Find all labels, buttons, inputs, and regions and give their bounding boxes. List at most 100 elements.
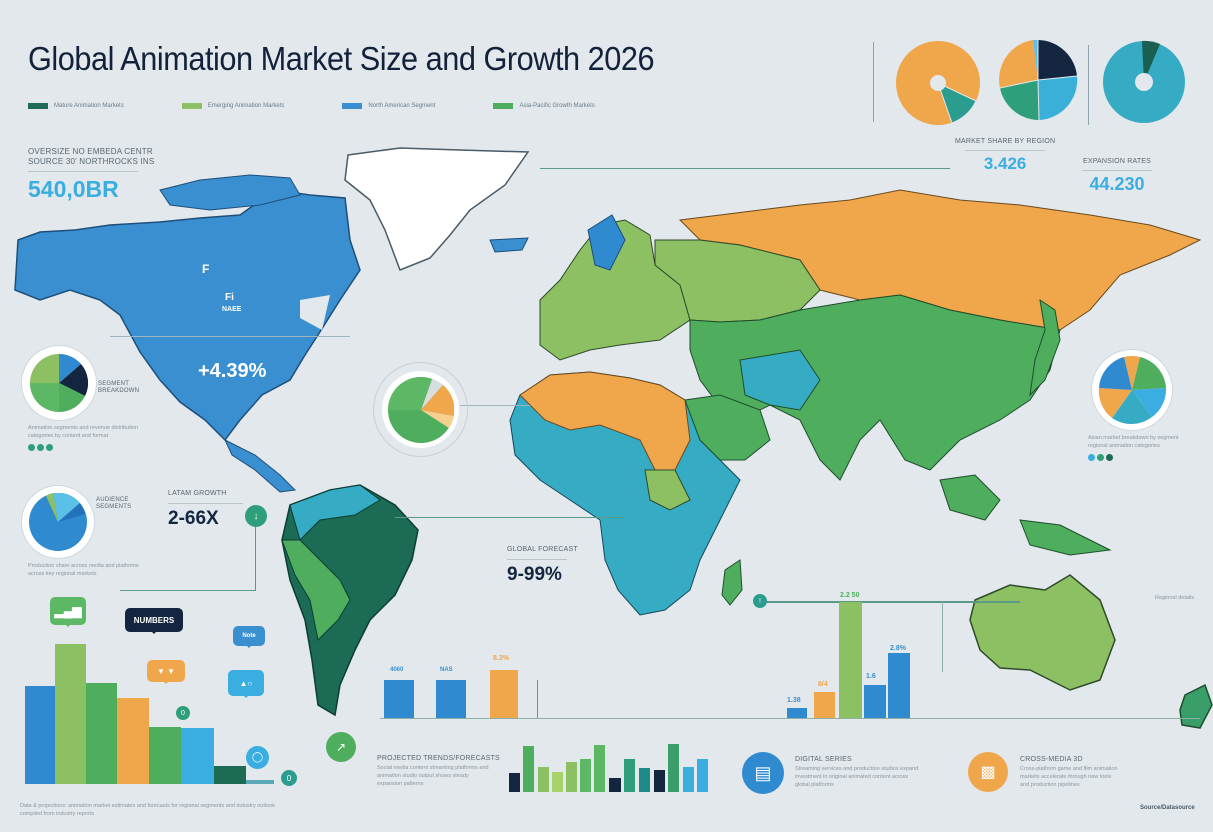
pie2-description: Production share across media and platfo… bbox=[28, 562, 139, 578]
pie1-label: SEGMENT BREAKDOWN bbox=[98, 381, 139, 395]
description: animation studio output shows steady bbox=[377, 773, 469, 779]
bar bbox=[839, 602, 862, 718]
top-donut-chart-3 bbox=[1103, 40, 1185, 123]
description: Production share across media and platfo… bbox=[28, 563, 139, 569]
description: Streaming services and production studio… bbox=[795, 766, 919, 772]
left-pie-chart-1 bbox=[22, 346, 96, 420]
block-title: DIGITAL SERIES bbox=[795, 756, 852, 763]
info-dot-icon: ! bbox=[753, 594, 767, 608]
bar bbox=[787, 708, 807, 718]
bar bbox=[888, 653, 910, 718]
chat-icon: ◯ bbox=[246, 746, 269, 769]
world-map bbox=[14, 147, 1213, 729]
legend-swatch bbox=[493, 103, 514, 109]
legend-item: Asia-Pacific Growth Markets bbox=[493, 103, 595, 109]
footnote: Data & projections: animation market est… bbox=[20, 802, 275, 818]
center-bar-chart bbox=[384, 668, 524, 718]
top-donut-chart-1 bbox=[896, 41, 980, 125]
connector-line bbox=[760, 601, 1020, 603]
bar bbox=[25, 686, 55, 784]
asia-stat: EXPANSION RATES 44.230 bbox=[1082, 157, 1152, 195]
bar-label: NAS bbox=[440, 667, 453, 673]
bar bbox=[436, 680, 466, 718]
stat-value: 2-66X bbox=[168, 508, 219, 529]
legend-label: Mature Animation Markets bbox=[54, 103, 124, 109]
divider bbox=[1082, 170, 1152, 171]
block-title: CROSS-MEDIA 3D bbox=[1020, 756, 1083, 763]
legend-label: North American Segment bbox=[368, 103, 436, 109]
stat-label: GLOBAL FORECAST bbox=[507, 546, 578, 553]
center-pie-chart bbox=[382, 371, 459, 448]
divider bbox=[28, 171, 138, 172]
legend: Mature Animation Markets Emerging Animat… bbox=[28, 103, 635, 109]
map-label: Fi bbox=[225, 292, 234, 303]
bar-label: 2.2 50 bbox=[840, 592, 860, 599]
stat-label: SOURCE 30' NORTHROCKS INS bbox=[28, 157, 155, 166]
description: Asian market breakdown by segment bbox=[1088, 435, 1179, 441]
divider bbox=[942, 602, 943, 672]
description: investment in original animated content … bbox=[795, 774, 909, 780]
bar-label: 4060 bbox=[390, 667, 404, 673]
legend-item: Mature Animation Markets bbox=[28, 103, 124, 109]
pie2-label: AUDIENCE SEGMENTS bbox=[96, 497, 131, 511]
stat-label: EXPANSION RATES bbox=[1082, 158, 1152, 165]
block-title: PROJECTED TRENDS/FORECASTS bbox=[377, 755, 500, 762]
greenland bbox=[344, 147, 530, 271]
description: Social media content streaming platforms… bbox=[377, 765, 489, 771]
left-bar-chart bbox=[25, 640, 275, 784]
connector-line bbox=[395, 517, 625, 518]
legend-swatch bbox=[28, 103, 48, 109]
europe-stat: MARKET SHARE BY REGION 3.426 bbox=[955, 137, 1055, 174]
north-america bbox=[14, 189, 361, 442]
right-pie-description: Asian market breakdown by segment region… bbox=[1088, 434, 1179, 461]
left-pie-chart-2 bbox=[22, 486, 94, 558]
divider bbox=[1088, 45, 1089, 125]
connector-line bbox=[255, 520, 256, 590]
divider bbox=[168, 503, 243, 504]
description: and production pipelines bbox=[1020, 782, 1080, 788]
bar bbox=[117, 698, 149, 784]
bar-chart-icon-bubble: ▂▄▆ bbox=[50, 597, 86, 627]
pie1-description: Animation segments and revenue distribut… bbox=[28, 424, 138, 451]
footnote-text: compiled from industry reports bbox=[20, 811, 94, 817]
legend-swatch bbox=[342, 103, 363, 109]
cross-media-block: CROSS-MEDIA 3D Cross-platform game and f… bbox=[1020, 755, 1118, 789]
digital-series-block: DIGITAL SERIES Streaming services and pr… bbox=[795, 755, 918, 789]
bar bbox=[246, 780, 274, 784]
australia-note: Regional details bbox=[1155, 595, 1195, 601]
australia bbox=[969, 574, 1116, 691]
bar bbox=[86, 683, 117, 784]
indicator-dots bbox=[1088, 454, 1179, 461]
legend-label: Asia-Pacific Growth Markets bbox=[519, 103, 595, 109]
map-label: F bbox=[202, 262, 210, 276]
north-america-growth: +4.39% bbox=[198, 360, 267, 382]
stat-label: BREAKDOWN bbox=[98, 388, 140, 394]
description: Animation segments and revenue distribut… bbox=[28, 425, 139, 431]
bar bbox=[864, 685, 886, 718]
description: global platforms bbox=[795, 782, 834, 788]
divider bbox=[507, 559, 567, 560]
bar bbox=[384, 680, 414, 718]
global-market-stat: OVERSIZE NO EMBEDA CENTR SOURCE 30' NORT… bbox=[28, 147, 154, 203]
legend-item: North American Segment bbox=[342, 103, 435, 109]
page-title: Global Animation Market Size and Growth … bbox=[28, 40, 655, 77]
info-dot-icon: 0 bbox=[176, 706, 190, 720]
forecast-block: PROJECTED TRENDS/FORECASTS Social media … bbox=[377, 754, 500, 788]
stat-label: AUDIENCE bbox=[96, 497, 129, 503]
bar bbox=[181, 728, 214, 784]
stat-label: SEGMENTS bbox=[96, 504, 132, 510]
description: markets accelerate through new tools bbox=[1020, 774, 1112, 780]
map-label: NAEE bbox=[222, 306, 242, 313]
stat-value: 44.230 bbox=[1089, 174, 1145, 194]
center-pie-outer-ring bbox=[373, 362, 468, 457]
bar-label: 8.3% bbox=[493, 655, 509, 662]
divider bbox=[873, 42, 874, 122]
folder-icon: ▩ bbox=[968, 752, 1008, 792]
trend-icon: ↗ bbox=[326, 732, 356, 762]
bar bbox=[814, 692, 835, 718]
stat-value: 9-99% bbox=[507, 564, 562, 585]
baseline bbox=[380, 718, 1200, 719]
footnote-text: Data & projections: animation market est… bbox=[20, 803, 275, 809]
stat-value: 3.426 bbox=[983, 154, 1027, 173]
stat-label: SEGMENT bbox=[98, 381, 130, 387]
